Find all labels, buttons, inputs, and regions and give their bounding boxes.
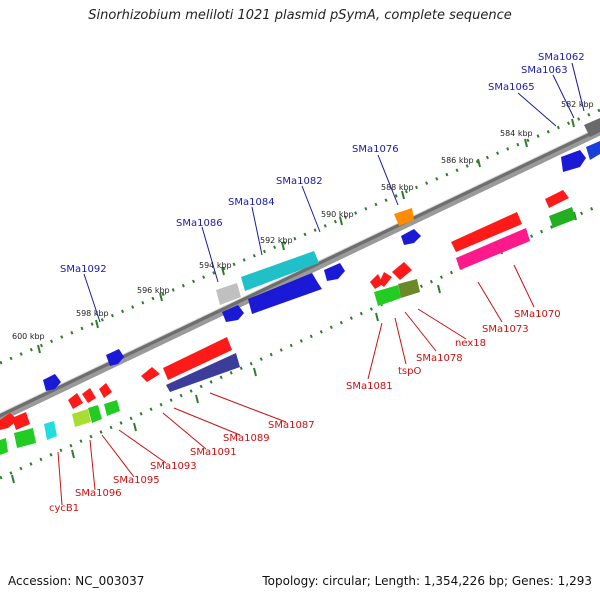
gene-feature-sma1070-a[interactable] bbox=[545, 190, 569, 208]
gene-feature-sma1081[interactable] bbox=[370, 274, 383, 289]
map-title: Sinorhizobium meliloti 1021 plasmid pSym… bbox=[88, 8, 512, 23]
gene-label-nex18[interactable]: nex18 bbox=[455, 338, 486, 349]
gene-feature-sma1092[interactable] bbox=[106, 349, 124, 366]
reverse-leader-lines bbox=[57, 264, 535, 506]
scale-label-598: 598 kbp bbox=[76, 309, 109, 318]
gene-label-cycb1[interactable]: cycB1 bbox=[49, 503, 79, 514]
gene-feature-cycb1[interactable] bbox=[44, 421, 57, 440]
gene-feature-left-a[interactable] bbox=[0, 413, 18, 430]
gene-label-sma1096[interactable]: SMa1096 bbox=[75, 488, 122, 499]
gene-feature-left-b[interactable] bbox=[12, 412, 30, 430]
scale-label-584: 584 kbp bbox=[500, 129, 533, 138]
scale-label-588: 588 kbp bbox=[381, 183, 414, 192]
gene-feature-sma1062[interactable] bbox=[584, 118, 600, 137]
gene-label-sma1086[interactable]: SMa1086 bbox=[176, 218, 223, 229]
gene-feature-sma1091[interactable] bbox=[99, 383, 112, 398]
gene-feature-sma1089[interactable] bbox=[141, 367, 160, 382]
scale-label-590: 590 kbp bbox=[321, 210, 354, 219]
reverse-gene-labels: SMa1070 SMa1073 nex18 SMa1078 tspO SMa10… bbox=[49, 309, 561, 514]
gene-feature-sma1095[interactable] bbox=[68, 393, 83, 409]
forward-gene-labels: SMa1062 SMa1063 SMa1065 SMa1076 SMa1082 … bbox=[60, 52, 585, 275]
gene-label-sma1063[interactable]: SMa1063 bbox=[521, 65, 568, 76]
forward-leader-lines bbox=[83, 62, 585, 323]
gene-label-sma1087[interactable]: SMa1087 bbox=[268, 420, 315, 431]
gene-feature-sma1082-a[interactable] bbox=[241, 251, 319, 291]
gene-label-sma1078[interactable]: SMa1078 bbox=[416, 353, 463, 364]
gene-label-sma1062[interactable]: SMa1062 bbox=[538, 52, 585, 63]
topology-summary: Topology: circular; Length: 1,354,226 bp… bbox=[262, 574, 592, 588]
gene-feature-sma1065[interactable] bbox=[561, 150, 586, 172]
scale-label-600: 600 kbp bbox=[12, 332, 45, 341]
backbone-shadow bbox=[0, 127, 600, 423]
gene-feature-sma1093-b[interactable] bbox=[104, 400, 120, 416]
scale-label-594: 594 kbp bbox=[199, 261, 232, 270]
gene-label-sma1084[interactable]: SMa1084 bbox=[228, 197, 275, 208]
scale-label-592: 592 kbp bbox=[260, 236, 293, 245]
gene-feature-sma1096-a[interactable] bbox=[88, 405, 102, 423]
gene-feature-sma1096-b[interactable] bbox=[72, 409, 91, 427]
gene-feature-sma1084[interactable] bbox=[324, 263, 345, 281]
gene-feature-sma1082-b[interactable] bbox=[248, 273, 322, 314]
scale-label-582: 582 kbp bbox=[561, 100, 594, 109]
gene-feature-sma1078-a[interactable] bbox=[392, 262, 412, 280]
gene-label-sma1089[interactable]: SMa1089 bbox=[223, 433, 270, 444]
gene-feature-sma1073-b[interactable] bbox=[456, 228, 530, 270]
gene-feature-sma1093-a[interactable] bbox=[82, 388, 96, 403]
gene-label-sma1076[interactable]: SMa1076 bbox=[352, 144, 399, 155]
gene-feature-sma1076-a[interactable] bbox=[394, 208, 414, 226]
gene-label-sma1092[interactable]: SMa1092 bbox=[60, 264, 107, 275]
gene-label-sma1095[interactable]: SMa1095 bbox=[113, 475, 160, 486]
scale-label-596: 596 kbp bbox=[137, 286, 170, 295]
gene-feature-sma1073-a[interactable] bbox=[451, 212, 522, 252]
gene-feature-left-c[interactable] bbox=[14, 428, 36, 448]
reverse-gene-features bbox=[0, 190, 576, 455]
gene-label-sma1093[interactable]: SMa1093 bbox=[150, 461, 197, 472]
gene-label-sma1065[interactable]: SMa1065 bbox=[488, 82, 535, 93]
accession-text: Accession: NC_003037 bbox=[8, 574, 145, 588]
gene-label-sma1070[interactable]: SMa1070 bbox=[514, 309, 561, 320]
forward-gene-features bbox=[43, 118, 600, 391]
gene-feature-sma1087-b[interactable] bbox=[166, 353, 240, 392]
gene-feature-sma1076-b[interactable] bbox=[401, 229, 421, 245]
gene-feature-sma1063[interactable] bbox=[586, 141, 600, 160]
gene-label-sma1082[interactable]: SMa1082 bbox=[276, 176, 323, 187]
gene-label-sma1073[interactable]: SMa1073 bbox=[482, 324, 529, 335]
gene-feature-nex18[interactable] bbox=[398, 279, 420, 298]
gene-feature-sma1086-b[interactable] bbox=[222, 305, 244, 322]
gene-feature-sma1070-b[interactable] bbox=[549, 207, 576, 228]
gene-label-tspo[interactable]: tspO bbox=[398, 366, 421, 377]
gene-feature-sma1087-a[interactable] bbox=[163, 337, 232, 380]
gene-feature-left-d[interactable] bbox=[0, 438, 8, 455]
gene-feature-sma1078-b[interactable] bbox=[374, 285, 401, 306]
scale-label-586: 586 kbp bbox=[441, 156, 474, 165]
backbone bbox=[0, 126, 600, 418]
gene-feature-smA1092-b[interactable] bbox=[43, 374, 61, 391]
gene-label-sma1081[interactable]: SMa1081 bbox=[346, 381, 393, 392]
gene-label-sma1091[interactable]: SMa1091 bbox=[190, 447, 237, 458]
forward-major-ticks bbox=[37, 118, 575, 354]
gene-feature-sma1086-a[interactable] bbox=[216, 283, 241, 305]
